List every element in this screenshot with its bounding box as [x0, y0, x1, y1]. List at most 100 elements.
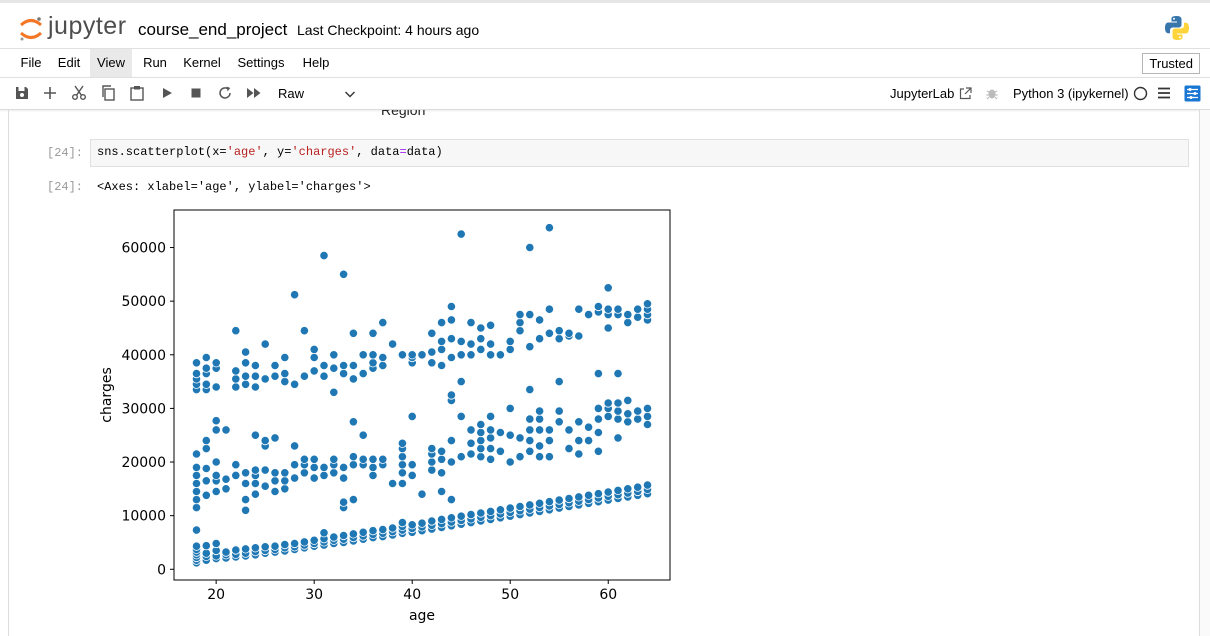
menu-file[interactable]: File — [20, 55, 42, 70]
scatter-point — [574, 331, 584, 341]
scatter-point — [613, 398, 623, 408]
trusted-badge[interactable]: Trusted — [1142, 53, 1200, 74]
scatter-point — [339, 369, 349, 379]
scatter-point — [623, 417, 633, 427]
scatter-point — [319, 528, 329, 538]
stop-icon[interactable] — [187, 84, 205, 102]
scatter-point — [201, 352, 211, 363]
scatter-point — [211, 425, 221, 435]
scatter-point — [270, 468, 280, 478]
menu-bar: File Edit View Run Kernel Settings Help — [0, 48, 1210, 78]
scatter-point — [593, 369, 603, 379]
menu-settings[interactable]: Settings — [237, 55, 285, 70]
scatter-point — [270, 476, 280, 486]
scatter-point — [191, 358, 202, 368]
scatter-point — [564, 444, 574, 454]
scatter-point — [466, 339, 476, 349]
scrollbar[interactable] — [1200, 110, 1210, 636]
scatter-point — [495, 427, 505, 438]
scatter-point — [515, 326, 525, 336]
scatter-point — [250, 478, 260, 489]
scatter-point — [260, 374, 270, 384]
property-inspector-icon[interactable] — [1183, 84, 1201, 102]
scatter-point — [633, 414, 643, 424]
chevron-down-icon[interactable] — [344, 87, 356, 105]
scatter-point — [485, 320, 496, 330]
cell-type-select[interactable]: Raw — [278, 86, 305, 101]
kernel-name[interactable]: Python 3 (ipykernel) — [1013, 86, 1129, 101]
copy-icon[interactable] — [99, 84, 117, 102]
jupyter-logo-icon[interactable] — [18, 15, 44, 48]
scatter-point — [397, 460, 407, 470]
y-tick-label: 60000 — [121, 241, 166, 257]
scatter-point — [270, 486, 280, 497]
open-jupyterlab-link[interactable]: JupyterLab — [890, 86, 955, 101]
debugger-icon[interactable] — [983, 84, 1001, 102]
kernel-status-icon — [1131, 84, 1149, 102]
cut-icon[interactable] — [70, 84, 88, 102]
scatter-point — [593, 427, 603, 438]
scatter-point — [583, 436, 594, 446]
menu-help[interactable]: Help — [302, 55, 330, 70]
scatter-point — [201, 490, 211, 500]
external-link-icon[interactable] — [956, 84, 974, 102]
scatter-point — [436, 514, 447, 524]
scatter-point — [436, 344, 447, 354]
notebook-title[interactable]: course_end_project — [138, 20, 288, 39]
menu-edit[interactable]: Edit — [57, 55, 81, 70]
scatter-point — [201, 363, 211, 373]
scatter-point — [191, 462, 202, 472]
scatter-point — [231, 382, 241, 392]
scatter-point — [348, 452, 358, 462]
scatter-point — [623, 395, 633, 405]
scatter-point — [417, 489, 427, 499]
scatter-point — [191, 541, 202, 551]
menu-run[interactable]: Run — [143, 55, 167, 70]
menu-view[interactable]: View — [90, 49, 132, 77]
scatter-point — [505, 457, 515, 467]
code-text: , data — [356, 145, 400, 159]
scatter-point — [495, 446, 505, 456]
scatter-point — [574, 449, 584, 459]
scatter-point — [603, 411, 613, 421]
save-icon[interactable] — [13, 84, 31, 102]
scatter-point — [348, 360, 358, 371]
code-line[interactable]: sns.scatterplot(x='age', y='charges', da… — [97, 145, 443, 159]
notebook-header: jupyter course_end_project Last Checkpoi… — [0, 3, 1210, 47]
scatter-point — [476, 344, 486, 354]
fast-forward-icon[interactable] — [245, 84, 263, 102]
y-tick-label: 0 — [157, 562, 166, 578]
scatter-point — [358, 369, 368, 379]
window-top-border — [0, 0, 1210, 3]
scatter-point — [368, 358, 378, 368]
scatter-point — [319, 470, 329, 480]
run-icon[interactable] — [158, 84, 176, 102]
scatter-point — [476, 444, 486, 454]
last-checkpoint: Last Checkpoint: 4 hours ago — [297, 22, 480, 38]
jupyter-logo-text[interactable]: jupyter — [48, 12, 127, 40]
scatter-point — [544, 223, 554, 233]
y-tick-label: 50000 — [121, 294, 166, 310]
paste-icon[interactable] — [128, 84, 146, 102]
scatter-point — [564, 425, 574, 435]
code-cell-editor[interactable]: sns.scatterplot(x='age', y='charges', da… — [90, 139, 1189, 167]
add-cell-icon[interactable] — [41, 84, 59, 102]
menu-kernel[interactable]: Kernel — [183, 55, 221, 70]
scatter-point — [299, 371, 309, 381]
scatter-point — [241, 494, 251, 505]
scatter-point — [231, 366, 241, 376]
scatter-point — [250, 382, 260, 392]
scatter-point — [466, 509, 476, 520]
scatter-point — [446, 334, 456, 344]
menu-icon[interactable] — [1155, 84, 1173, 102]
scatter-point — [250, 360, 260, 371]
plot-frame — [173, 209, 671, 581]
scatter-point — [515, 318, 525, 328]
scatter-point — [339, 497, 349, 507]
x-tick-label: 50 — [501, 587, 519, 603]
scatter-point — [368, 462, 378, 472]
scatter-point — [329, 454, 339, 464]
scatter-point — [485, 425, 496, 435]
scatter-point — [358, 454, 368, 464]
restart-icon[interactable] — [216, 84, 234, 102]
